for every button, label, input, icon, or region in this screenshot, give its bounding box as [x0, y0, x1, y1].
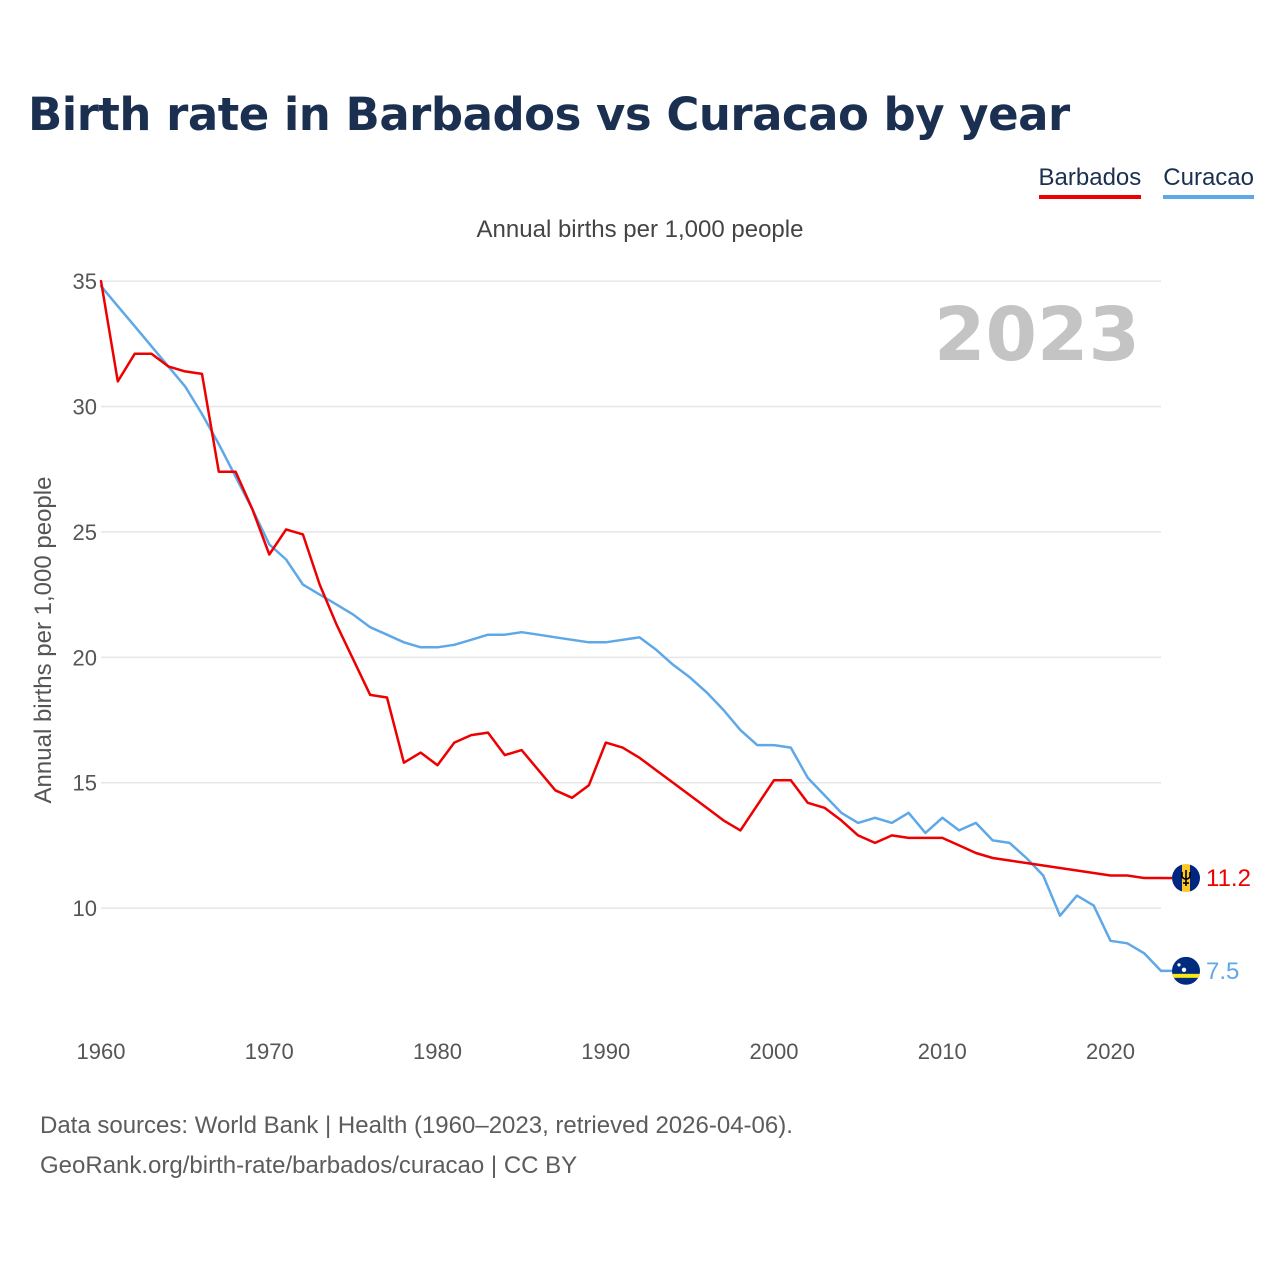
footer-source: Data sources: World Bank | Health (1960–…: [40, 1112, 793, 1139]
series-group: [99, 279, 1163, 973]
y-tick-label-35: 35: [73, 269, 97, 294]
y-tick-label-15: 15: [73, 771, 97, 796]
y-tick-label-10: 10: [73, 896, 97, 921]
chart-subtitle: Annual births per 1,000 people: [476, 216, 804, 243]
curacao-flag-icon: [1172, 956, 1200, 985]
x-tick-label-1960: 1960: [77, 1039, 126, 1064]
y-tick-label-20: 20: [73, 645, 97, 670]
footer-link[interactable]: GeoRank.org/birth-rate/barbados/curacao …: [40, 1152, 578, 1179]
series-line-curacao: [99, 284, 1163, 973]
end-markers: 11.2 7.5: [1161, 864, 1251, 985]
y-tick-label-30: 30: [73, 394, 97, 419]
legend-item-barbados[interactable]: Barbados: [1038, 164, 1142, 199]
y-axis-label: Annual births per 1,000 people: [30, 477, 57, 804]
y-axis-ticks: 10 15 20 25 30 35: [73, 269, 97, 921]
x-tick-label-1970: 1970: [245, 1039, 294, 1064]
barbados-flag-icon: [1172, 864, 1200, 893]
end-label-curacao: 7.5: [1206, 958, 1239, 985]
chart-title: Birth rate in Barbados vs Curacao by yea…: [28, 88, 1070, 141]
legend: Barbados Curacao: [1038, 164, 1254, 199]
x-tick-label-2020: 2020: [1086, 1039, 1135, 1064]
x-tick-label-2010: 2010: [918, 1039, 967, 1064]
x-tick-label-1990: 1990: [581, 1039, 630, 1064]
x-axis-ticks: 1960 1970 1980 1990 2000 2010 2020: [77, 1039, 1135, 1064]
end-label-barbados: 11.2: [1206, 865, 1251, 892]
x-tick-label-1980: 1980: [413, 1039, 462, 1064]
y-tick-label-25: 25: [73, 520, 97, 545]
x-tick-label-2000: 2000: [750, 1039, 799, 1064]
series-line-barbados: [99, 279, 1163, 880]
footer: Data sources: World Bank | Health (1960–…: [40, 1106, 793, 1186]
year-watermark: 2023: [934, 292, 1140, 378]
gridlines: [101, 280, 1161, 909]
legend-item-curacao[interactable]: Curacao: [1163, 164, 1254, 199]
